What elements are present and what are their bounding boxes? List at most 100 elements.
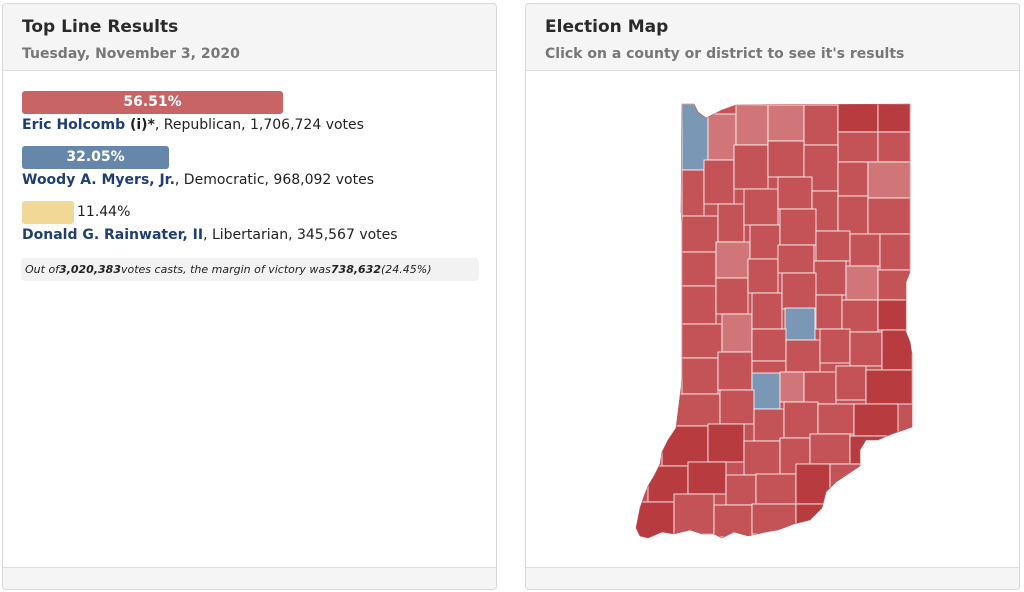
candidate-results: 56.51% Eric Holcomb (i)*, Republican, 1,…: [22, 90, 482, 255]
county[interactable]: [747, 258, 779, 294]
county[interactable]: [841, 299, 879, 333]
county[interactable]: [849, 233, 881, 267]
county[interactable]: [725, 474, 757, 506]
candidate-name-link[interactable]: Donald G. Rainwater, II: [22, 227, 204, 243]
county[interactable]: [815, 294, 843, 330]
county[interactable]: [803, 104, 839, 146]
county[interactable]: [681, 357, 719, 395]
vote-share-label: 56.51%: [123, 94, 182, 110]
county[interactable]: [717, 351, 753, 391]
summary-middle: votes casts, the margin of victory was: [120, 263, 331, 276]
county[interactable]: [681, 323, 723, 359]
county[interactable]: [681, 285, 717, 325]
county[interactable]: [783, 401, 819, 439]
county[interactable]: [777, 176, 813, 210]
vote-share-label: 32.05%: [66, 149, 125, 165]
county[interactable]: [865, 369, 912, 405]
county[interactable]: [881, 329, 912, 371]
county[interactable]: [877, 269, 911, 301]
county[interactable]: [795, 503, 837, 535]
county[interactable]: [743, 188, 779, 226]
county[interactable]: [867, 197, 911, 235]
candidate-line: Woody A. Myers, Jr., Democratic, 968,092…: [22, 171, 482, 189]
vote-share-bar: 56.51%: [22, 90, 283, 114]
county[interactable]: [703, 159, 735, 205]
county[interactable]: [795, 463, 831, 505]
county[interactable]: [661, 425, 709, 467]
county[interactable]: [673, 493, 715, 535]
county[interactable]: [743, 440, 781, 476]
candidate-name-link[interactable]: Eric Holcomb: [22, 117, 126, 133]
total-votes: 3,020,383: [59, 263, 121, 276]
county[interactable]: [849, 331, 883, 367]
county[interactable]: [733, 144, 769, 190]
county[interactable]: [879, 233, 911, 271]
county[interactable]: [845, 265, 879, 301]
county[interactable]: [781, 272, 817, 310]
county[interactable]: [779, 371, 805, 403]
candidate-details: , Libertarian, 345,567 votes: [203, 227, 398, 243]
county[interactable]: [803, 371, 837, 405]
county[interactable]: [813, 260, 847, 296]
county[interactable]: [837, 104, 879, 133]
county[interactable]: [721, 313, 753, 353]
candidate-result: 32.05% Woody A. Myers, Jr., Democratic, …: [22, 145, 482, 200]
margin-percent: (24.45%): [381, 263, 432, 276]
counties: [636, 104, 912, 538]
county[interactable]: [636, 501, 675, 538]
county[interactable]: [767, 140, 805, 178]
county[interactable]: [707, 113, 737, 161]
county[interactable]: [784, 307, 816, 341]
results-panel-header: Top Line Results Tuesday, November 3, 20…: [3, 4, 496, 71]
county[interactable]: [867, 161, 911, 199]
county[interactable]: [687, 461, 727, 495]
map-panel-title: Election Map: [545, 17, 669, 37]
candidate-result: 56.51% Eric Holcomb (i)*, Republican, 1,…: [22, 90, 482, 145]
margin-summary: Out of 3,020,383 votes casts, the margin…: [21, 258, 479, 281]
results-panel: Top Line Results Tuesday, November 3, 20…: [2, 3, 497, 590]
county[interactable]: [837, 161, 869, 197]
county[interactable]: [877, 104, 911, 133]
county[interactable]: [719, 389, 755, 425]
county[interactable]: [681, 215, 719, 253]
county[interactable]: [777, 244, 815, 274]
county[interactable]: [707, 423, 745, 463]
candidate-result: 11.44% Donald G. Rainwater, II, Libertar…: [22, 200, 482, 255]
county[interactable]: [835, 365, 867, 401]
county[interactable]: [837, 195, 869, 235]
map-panel-footer: [526, 567, 1019, 589]
map-instructions: Click on a county or district to see it'…: [545, 46, 905, 62]
state-outline: [635, 103, 913, 539]
margin-votes: 738,632: [330, 263, 381, 276]
county[interactable]: [715, 241, 751, 279]
county[interactable]: [809, 433, 851, 465]
county[interactable]: [767, 104, 805, 142]
county[interactable]: [751, 292, 783, 330]
county[interactable]: [751, 503, 797, 535]
county[interactable]: [837, 131, 879, 163]
county[interactable]: [819, 328, 851, 364]
county[interactable]: [817, 403, 855, 435]
county[interactable]: [751, 328, 787, 362]
candidate-line: Donald G. Rainwater, II, Libertarian, 34…: [22, 226, 482, 244]
county[interactable]: [779, 208, 817, 246]
county[interactable]: [815, 230, 851, 262]
county[interactable]: [717, 203, 745, 243]
results-panel-footer: [3, 567, 496, 589]
incumbent-mark: (i)*: [125, 117, 155, 133]
county[interactable]: [877, 299, 911, 331]
county[interactable]: [675, 393, 721, 427]
county[interactable]: [755, 473, 797, 505]
county[interactable]: [735, 104, 769, 146]
county[interactable]: [753, 408, 785, 442]
county[interactable]: [749, 224, 781, 260]
election-date: Tuesday, November 3, 2020: [22, 46, 240, 62]
county[interactable]: [715, 277, 749, 315]
county[interactable]: [853, 403, 899, 437]
county[interactable]: [877, 131, 911, 163]
county[interactable]: [681, 169, 705, 217]
county[interactable]: [681, 251, 717, 287]
county[interactable]: [785, 339, 821, 373]
county[interactable]: [751, 372, 781, 410]
candidate-name-link[interactable]: Woody A. Myers, Jr.: [22, 172, 175, 188]
